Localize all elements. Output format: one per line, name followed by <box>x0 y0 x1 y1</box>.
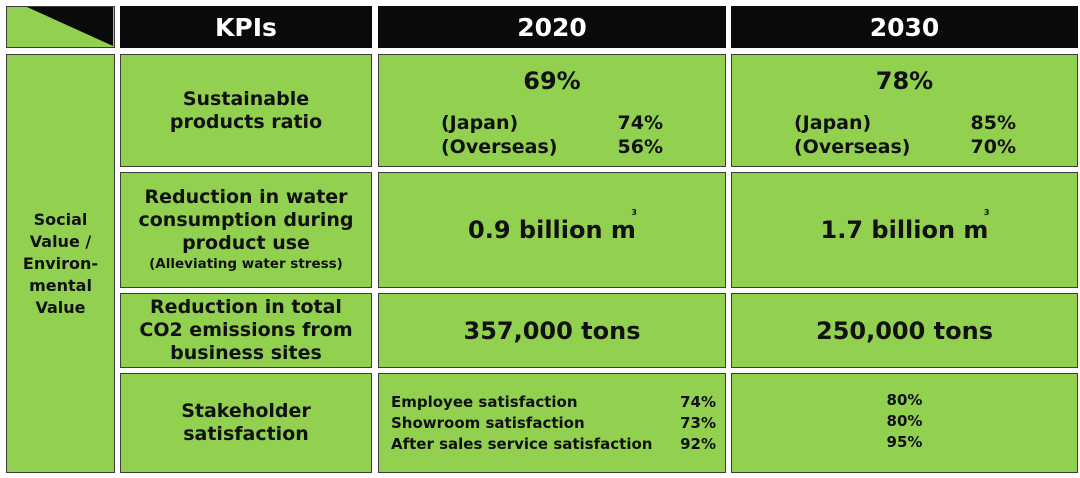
sustainable-2020-overseas-label: (Overseas) <box>441 136 558 158</box>
sustainable-2030-overseas-label: (Overseas) <box>794 136 911 158</box>
header-2020-text: 2020 <box>517 12 587 42</box>
sustainable-2020-overseas-value: 56% <box>617 136 663 158</box>
stakeholder-2030-value: 80% <box>886 391 923 409</box>
kpi-co2-label: Reduction in total CO2 emissions from bu… <box>120 293 372 368</box>
category-line-5: Value <box>35 297 86 317</box>
sustainable-2020-japan-label: (Japan) <box>441 112 519 134</box>
stakeholder-2020-value: 73% <box>680 414 716 432</box>
kpi-stakeholder-line-2: satisfaction <box>183 423 309 445</box>
header-2030-text: 2030 <box>869 12 940 42</box>
header-kpis-text: KPIs <box>215 12 277 42</box>
stakeholder-2020-row: After sales service satisfaction 92% <box>391 434 716 455</box>
sustainable-2020-cell: 69% (Japan) 74% (Overseas) 56% <box>378 54 726 167</box>
kpi-water-label: Reduction in water consumption during pr… <box>120 172 372 288</box>
category-line-4: mental <box>29 275 92 295</box>
sustainable-2020-overseas-row: (Overseas) 56% <box>441 135 663 159</box>
co2-2020-value: 357,000 tons <box>463 316 641 345</box>
kpi-water-line-2: consumption during <box>138 209 354 231</box>
kpi-stakeholder-line-1: Stakeholder <box>181 400 311 422</box>
co2-2030-value: 250,000 tons <box>816 316 993 345</box>
header-2030: 2030 <box>731 6 1078 48</box>
stakeholder-2030-value: 80% <box>886 412 923 430</box>
stakeholder-2020-value: 74% <box>680 393 716 411</box>
stakeholder-2020-row: Employee satisfaction 74% <box>391 392 716 413</box>
sustainable-2030-japan-label: (Japan) <box>794 112 872 134</box>
stakeholder-2020-row: Showroom satisfaction 73% <box>391 413 716 434</box>
kpi-sustainable-label: Sustainable products ratio <box>120 54 372 167</box>
category-line-1: Social <box>33 209 88 229</box>
kpi-water-subtext: (Alleviating water stress) <box>149 256 343 272</box>
category-line-3: Environ- <box>22 253 99 273</box>
kpi-stakeholder-label: Stakeholder satisfaction <box>120 373 372 473</box>
kpi-water-line-3: product use <box>182 232 310 254</box>
corner-black-triangle <box>27 7 113 46</box>
stakeholder-2020-label: Employee satisfaction <box>391 393 578 411</box>
kpi-sustainable-line-1: Sustainable <box>182 87 310 110</box>
kpi-co2-line-2: CO2 emissions from <box>139 319 353 341</box>
category-cell: Social Value / Environ- mental Value <box>6 54 115 473</box>
water-2020-unit-sup: 3 <box>631 208 637 217</box>
kpi-sustainable-line-2: products ratio <box>169 110 323 133</box>
kpi-co2-line-3: business sites <box>170 342 322 364</box>
water-2030-value: 1.7 billion m <box>820 216 989 244</box>
stakeholder-2030-cell: 80% 80% 95% <box>731 373 1078 473</box>
header-2020: 2020 <box>378 6 726 48</box>
kpi-water-line-1: Reduction in water <box>144 186 348 208</box>
sustainable-2020-total: 69% <box>523 67 581 95</box>
water-2030-unit-sup: 3 <box>983 208 990 217</box>
header-kpis: KPIs <box>120 6 372 48</box>
co2-2030-cell: 250,000 tons <box>731 293 1078 368</box>
sustainable-2030-japan-row: (Japan) 85% <box>794 111 1016 135</box>
stakeholder-2020-value: 92% <box>680 435 716 453</box>
water-2020-value: 0.9 billion m <box>468 216 636 244</box>
stakeholder-2020-label: Showroom satisfaction <box>391 414 585 432</box>
sustainable-2030-total: 78% <box>875 67 934 95</box>
sustainable-2030-overseas-value: 70% <box>970 136 1016 158</box>
sustainable-2030-cell: 78% (Japan) 85% (Overseas) 70% <box>731 54 1078 167</box>
sustainable-2030-overseas-row: (Overseas) 70% <box>794 135 1016 159</box>
stakeholder-2030-value: 95% <box>886 433 923 451</box>
stakeholder-2020-cell: Employee satisfaction 74% Showroom satis… <box>378 373 726 473</box>
corner-diagonal-triangle <box>7 7 113 46</box>
sustainable-2020-japan-value: 74% <box>617 112 663 134</box>
sustainable-2020-japan-row: (Japan) 74% <box>441 111 663 135</box>
sustainable-2030-japan-value: 85% <box>970 112 1016 134</box>
category-line-2: Value / <box>29 231 92 251</box>
co2-2020-cell: 357,000 tons <box>378 293 726 368</box>
kpi-co2-line-1: Reduction in total <box>150 296 342 318</box>
corner-header-cell <box>6 6 115 48</box>
stakeholder-2020-label: After sales service satisfaction <box>391 435 653 453</box>
